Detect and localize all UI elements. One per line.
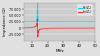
Re(Z₁) <box>36 20 38 21</box>
Re(Z₁) <box>94 21 95 22</box>
Im(Z₁) <box>66 28 67 29</box>
Re(Z₁) <box>37 2 38 3</box>
Line: Im(Z₁): Im(Z₁) <box>24 19 95 37</box>
X-axis label: MHz: MHz <box>55 49 64 53</box>
Im(Z₁) <box>37 19 38 20</box>
Line: Re(Z₁): Re(Z₁) <box>24 3 95 22</box>
Y-axis label: Impedance (Ω): Impedance (Ω) <box>3 7 7 36</box>
Re(Z₁) <box>70 21 71 22</box>
Re(Z₁) <box>50 21 52 22</box>
Im(Z₁) <box>50 28 52 29</box>
Re(Z₁) <box>66 21 67 22</box>
Re(Z₁) <box>76 21 78 22</box>
Legend: Re(Z₁), Im(Z₁): Re(Z₁), Im(Z₁) <box>77 4 93 16</box>
Im(Z₁) <box>36 23 38 24</box>
Im(Z₁) <box>70 28 71 29</box>
Re(Z₁) <box>24 21 25 22</box>
Re(Z₁) <box>82 21 83 22</box>
